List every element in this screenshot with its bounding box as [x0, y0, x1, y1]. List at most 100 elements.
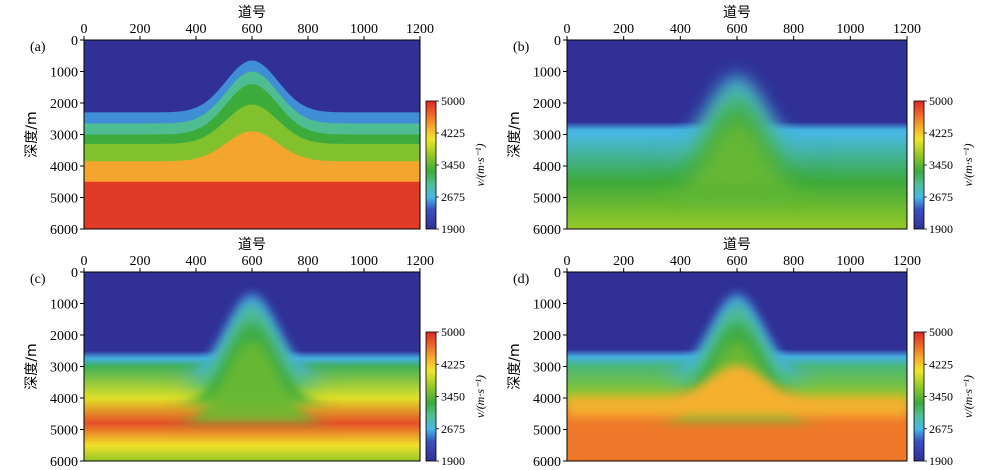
y-tick-label: 2000 [50, 329, 78, 344]
y-tick-label: 6000 [533, 223, 561, 238]
colorbar-tick-label: 1900 [929, 222, 953, 236]
x-tick-label: 600 [242, 22, 263, 37]
x-tick-label: 400 [186, 254, 207, 269]
colorbar-tick-label: 5000 [441, 325, 465, 339]
y-tick-label: 3000 [533, 129, 561, 144]
panel-label: (a) [30, 40, 46, 55]
colorbar-tick-label: 4225 [929, 126, 953, 140]
x-axis-label: 道号 [238, 237, 266, 253]
y-tick-label: 4000 [50, 392, 78, 407]
x-tick-label: 800 [783, 22, 804, 37]
dome-layer [84, 341, 420, 424]
x-tick-label: 1200 [893, 22, 921, 37]
y-tick-label: 0 [71, 266, 78, 281]
x-tick-label: 200 [130, 22, 151, 37]
x-tick-label: 1000 [350, 22, 378, 37]
dome-layer [567, 121, 907, 195]
y-axis-label: 深度/m [24, 111, 40, 157]
y-tick-label: 0 [554, 34, 561, 49]
colorbar-tick-label: 3450 [441, 158, 465, 172]
x-tick-label: 400 [186, 22, 207, 37]
x-tick-label: 600 [727, 254, 748, 269]
colorbar [913, 331, 925, 462]
panel-0: 0 200 400 600 800 1000 1200 道号 0 1000 2000 3000 4000… [24, 5, 487, 238]
colorbar-tick-label: 3450 [441, 390, 465, 404]
colorbar [425, 331, 437, 462]
y-tick-label: 3000 [50, 129, 78, 144]
y-tick-label: 0 [71, 34, 78, 49]
y-tick-label: 5000 [533, 192, 561, 207]
y-tick-label: 5000 [533, 424, 561, 439]
x-tick-label: 1000 [836, 22, 864, 37]
colorbar-tick-label: 2675 [441, 190, 465, 204]
x-tick-label: 800 [783, 254, 804, 269]
x-tick-label: 800 [298, 22, 319, 37]
colorbar-tick-label: 1900 [441, 454, 465, 468]
x-tick-label: 0 [564, 254, 571, 269]
colorbar-tick-label: 4225 [441, 126, 465, 140]
velocity-image [84, 40, 420, 229]
x-tick-label: 200 [613, 22, 634, 37]
panel-1: 0 200 400 600 800 1000 1200 道号 0 1000 2000 3000 4000… [507, 5, 975, 238]
velocity-image [84, 272, 420, 461]
y-tick-label: 2000 [50, 97, 78, 112]
x-axis-label: 道号 [238, 5, 266, 21]
y-tick-label: 6000 [50, 455, 78, 470]
y-axis-label: 深度/m [507, 343, 523, 389]
y-tick-label: 6000 [533, 455, 561, 470]
colorbar [425, 100, 437, 230]
y-tick-label: 2000 [533, 329, 561, 344]
velocity-image [567, 40, 907, 229]
colorbar-tick-label: 5000 [929, 325, 953, 339]
x-tick-label: 200 [130, 254, 151, 269]
y-tick-label: 1000 [533, 298, 561, 313]
colorbar-label: v/(m·s⁻¹) [961, 144, 975, 187]
x-tick-label: 1200 [406, 22, 434, 37]
x-tick-label: 0 [81, 22, 88, 37]
y-tick-label: 3000 [50, 361, 78, 376]
colorbar-tick-label: 3450 [929, 158, 953, 172]
x-tick-label: 1000 [836, 254, 864, 269]
colorbar-tick-label: 4225 [929, 357, 953, 371]
x-tick-label: 0 [81, 254, 88, 269]
colorbar-label: v/(m·s⁻¹) [473, 375, 487, 418]
y-tick-label: 5000 [50, 424, 78, 439]
x-tick-label: 600 [727, 22, 748, 37]
x-tick-label: 400 [670, 254, 691, 269]
colorbar-tick-label: 2675 [441, 422, 465, 436]
colorbar-tick-label: 1900 [441, 222, 465, 236]
salt-dome [567, 364, 907, 417]
y-tick-label: 1000 [50, 66, 78, 81]
x-tick-label: 400 [670, 22, 691, 37]
y-axis-label: 深度/m [24, 343, 40, 389]
y-tick-label: 6000 [50, 223, 78, 238]
colorbar-label: v/(m·s⁻¹) [473, 144, 487, 187]
x-tick-label: 1200 [406, 254, 434, 269]
y-tick-label: 0 [554, 266, 561, 281]
x-tick-label: 200 [613, 254, 634, 269]
colorbar-tick-label: 5000 [929, 94, 953, 108]
panel-label: (d) [513, 272, 530, 287]
x-tick-label: 1200 [893, 254, 921, 269]
x-tick-label: 1000 [350, 254, 378, 269]
y-tick-label: 1000 [533, 66, 561, 81]
panel-2: 0 200 400 600 800 1000 1200 道号 0 1000 2000 3000 4000… [24, 237, 487, 470]
colorbar-tick-label: 3450 [929, 390, 953, 404]
x-tick-label: 800 [298, 254, 319, 269]
colorbar-label: v/(m·s⁻¹) [961, 375, 975, 418]
panel-3: 0 200 400 600 800 1000 1200 道号 0 1000 2000 3000 4000… [507, 237, 975, 470]
y-tick-label: 4000 [533, 160, 561, 175]
colorbar-tick-label: 5000 [441, 94, 465, 108]
y-tick-label: 1000 [50, 298, 78, 313]
x-axis-label: 道号 [723, 5, 751, 21]
colorbar [913, 100, 925, 230]
y-tick-label: 4000 [533, 392, 561, 407]
y-axis-label: 深度/m [507, 111, 523, 157]
colorbar-tick-label: 2675 [929, 422, 953, 436]
panel-label: (c) [30, 272, 46, 287]
y-tick-label: 2000 [533, 97, 561, 112]
x-tick-label: 0 [564, 22, 571, 37]
x-tick-label: 600 [242, 254, 263, 269]
y-tick-label: 4000 [50, 160, 78, 175]
